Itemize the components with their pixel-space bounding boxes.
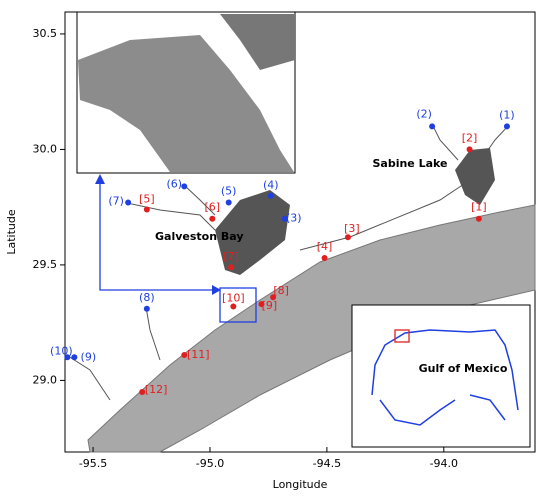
station: [125, 199, 132, 206]
station-label: [4]: [317, 240, 333, 253]
station-label: (1): [499, 108, 515, 121]
station-label: (9): [81, 350, 97, 363]
station: [230, 303, 237, 310]
y-tick-label: 29.0: [33, 373, 58, 386]
study-area-box: [394, 329, 410, 343]
arrow-head: [95, 174, 105, 184]
annotation: Galveston Bay: [155, 230, 244, 243]
station: [270, 294, 277, 301]
x-tick-label: -95.5: [79, 457, 107, 470]
station: [209, 215, 216, 222]
station: [71, 354, 78, 361]
station-label: (3): [286, 212, 302, 225]
station-label: (10): [50, 344, 73, 357]
station: [143, 305, 150, 312]
station-label: [6]: [205, 201, 221, 214]
station: [321, 254, 328, 261]
station-label: [10]: [222, 291, 245, 304]
station-label: (4): [263, 179, 279, 192]
inset-gulf: [351, 304, 531, 448]
station-label: [2]: [462, 131, 478, 144]
station-label: [7]: [223, 250, 239, 263]
station: [181, 183, 188, 190]
rivers: [67, 125, 509, 401]
y-tick-label: 30.5: [33, 27, 58, 40]
station: [267, 192, 274, 199]
station-label: (5): [221, 185, 237, 198]
station-label: [3]: [344, 222, 360, 235]
sabine-lake: [455, 148, 495, 205]
station-label: [8]: [273, 284, 289, 297]
galveston-bay: [215, 190, 290, 275]
station-label: [1]: [471, 201, 487, 214]
station: [139, 388, 146, 395]
coastal-mesh: [87, 204, 536, 453]
x-tick-label: -95.0: [196, 457, 224, 470]
inset-mesh: [78, 35, 294, 172]
inset-land: [220, 14, 295, 70]
station-label: (2): [416, 107, 432, 120]
x-tick-label: -94.5: [313, 457, 341, 470]
station-label: [12]: [145, 383, 168, 396]
x-tick-label: -94.0: [430, 457, 458, 470]
station: [225, 199, 232, 206]
arrow-head: [212, 285, 221, 295]
station: [429, 123, 436, 130]
annotation: Gulf of Mexico: [419, 362, 508, 375]
station: [344, 234, 351, 241]
zoom-arrow: [99, 182, 216, 291]
station-label: (7): [108, 195, 124, 208]
annotation: Sabine Lake: [372, 157, 447, 170]
x-axis-label: Longitude: [273, 478, 328, 491]
station: [143, 206, 150, 213]
station: [258, 301, 265, 308]
station: [281, 215, 288, 222]
station: [181, 351, 188, 358]
station: [466, 146, 473, 153]
station-label: (6): [166, 177, 182, 190]
station: [475, 215, 482, 222]
station-label: (8): [139, 291, 155, 304]
y-tick-label: 30.0: [33, 142, 58, 155]
station-label: [5]: [139, 192, 155, 205]
station: [503, 123, 510, 130]
station-label: [11]: [187, 348, 210, 361]
y-tick-label: 29.5: [33, 258, 58, 271]
station: [228, 264, 235, 271]
station-label: [9]: [262, 299, 278, 312]
y-axis-label: Latitude: [5, 209, 18, 255]
station: [64, 354, 71, 361]
gulf-coastline: [371, 329, 519, 426]
zoom-box: [219, 287, 257, 323]
